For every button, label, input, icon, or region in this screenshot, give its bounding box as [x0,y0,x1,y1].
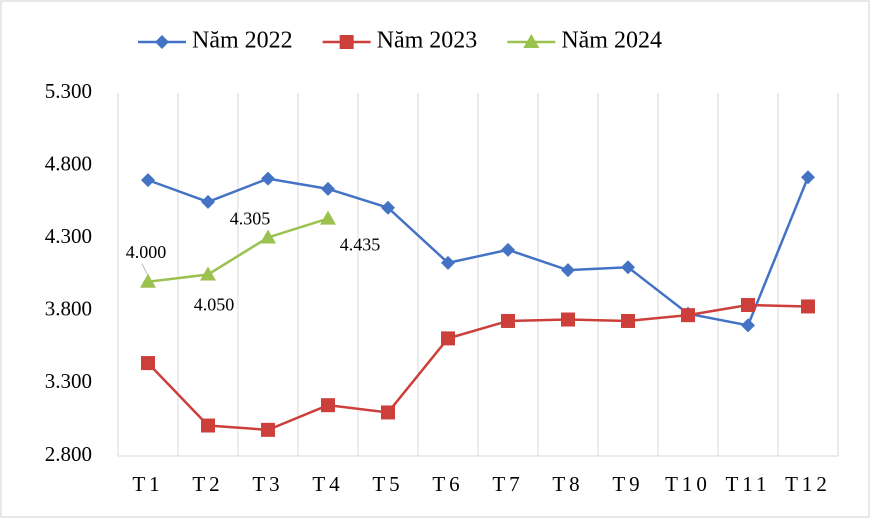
data-point [561,263,575,278]
leader-line [141,263,149,276]
data-point [381,405,395,420]
legend-label: Năm 2023 [377,28,478,54]
legend-marker [523,34,540,48]
y-tick-label: 5.300 [45,79,92,103]
x-tick-label: T10 [665,472,711,496]
x-tick-label: T9 [612,472,643,496]
data-point [261,171,275,186]
legend-marker [339,35,354,49]
data-point [321,398,335,413]
legend-label: Năm 2024 [561,28,662,54]
data-point [140,273,156,288]
y-tick-label: 4.300 [45,224,92,248]
data-point [201,194,215,209]
y-tick-label: 4.800 [45,151,92,175]
y-tick-label: 3.300 [45,369,92,393]
data-point [320,210,336,225]
data-point [801,170,815,185]
data-label: 4.305 [230,209,271,229]
data-point [741,297,755,312]
data-point [441,255,455,270]
data-point [441,331,455,346]
data-point [321,181,335,196]
series-line [147,303,809,432]
legend-marker [155,35,169,49]
y-tick-label: 3.800 [45,297,92,321]
data-point [501,313,515,328]
x-tick-label: T5 [372,472,403,496]
data-point [501,242,515,257]
data-point [200,266,216,281]
data-label: 4.000 [126,242,167,262]
data-point [381,200,395,215]
data-point [621,260,635,275]
data-point [141,173,155,188]
data-point [681,308,695,323]
x-tick-label: T1 [132,472,163,496]
x-tick-label: T4 [312,472,343,496]
x-tick-label: T8 [552,472,583,496]
x-tick-label: T11 [725,472,770,496]
data-point [801,299,815,314]
x-tick-label: T12 [785,472,831,496]
data-point [261,422,275,437]
series-line [147,217,329,284]
data-point [621,313,635,328]
data-point [561,312,575,327]
y-tick-label: 2.800 [45,442,92,466]
x-tick-label: T3 [252,472,283,496]
data-point [741,318,755,333]
legend-label: Năm 2022 [192,28,293,54]
x-tick-label: T7 [492,472,523,496]
data-point [260,229,276,244]
data-label: 4.435 [340,235,381,255]
x-tick-label: T2 [192,472,223,496]
data-label: 4.050 [194,295,235,315]
x-tick-label: T6 [432,472,463,496]
data-point [201,418,215,433]
data-point [141,356,155,371]
series-line [147,176,810,327]
